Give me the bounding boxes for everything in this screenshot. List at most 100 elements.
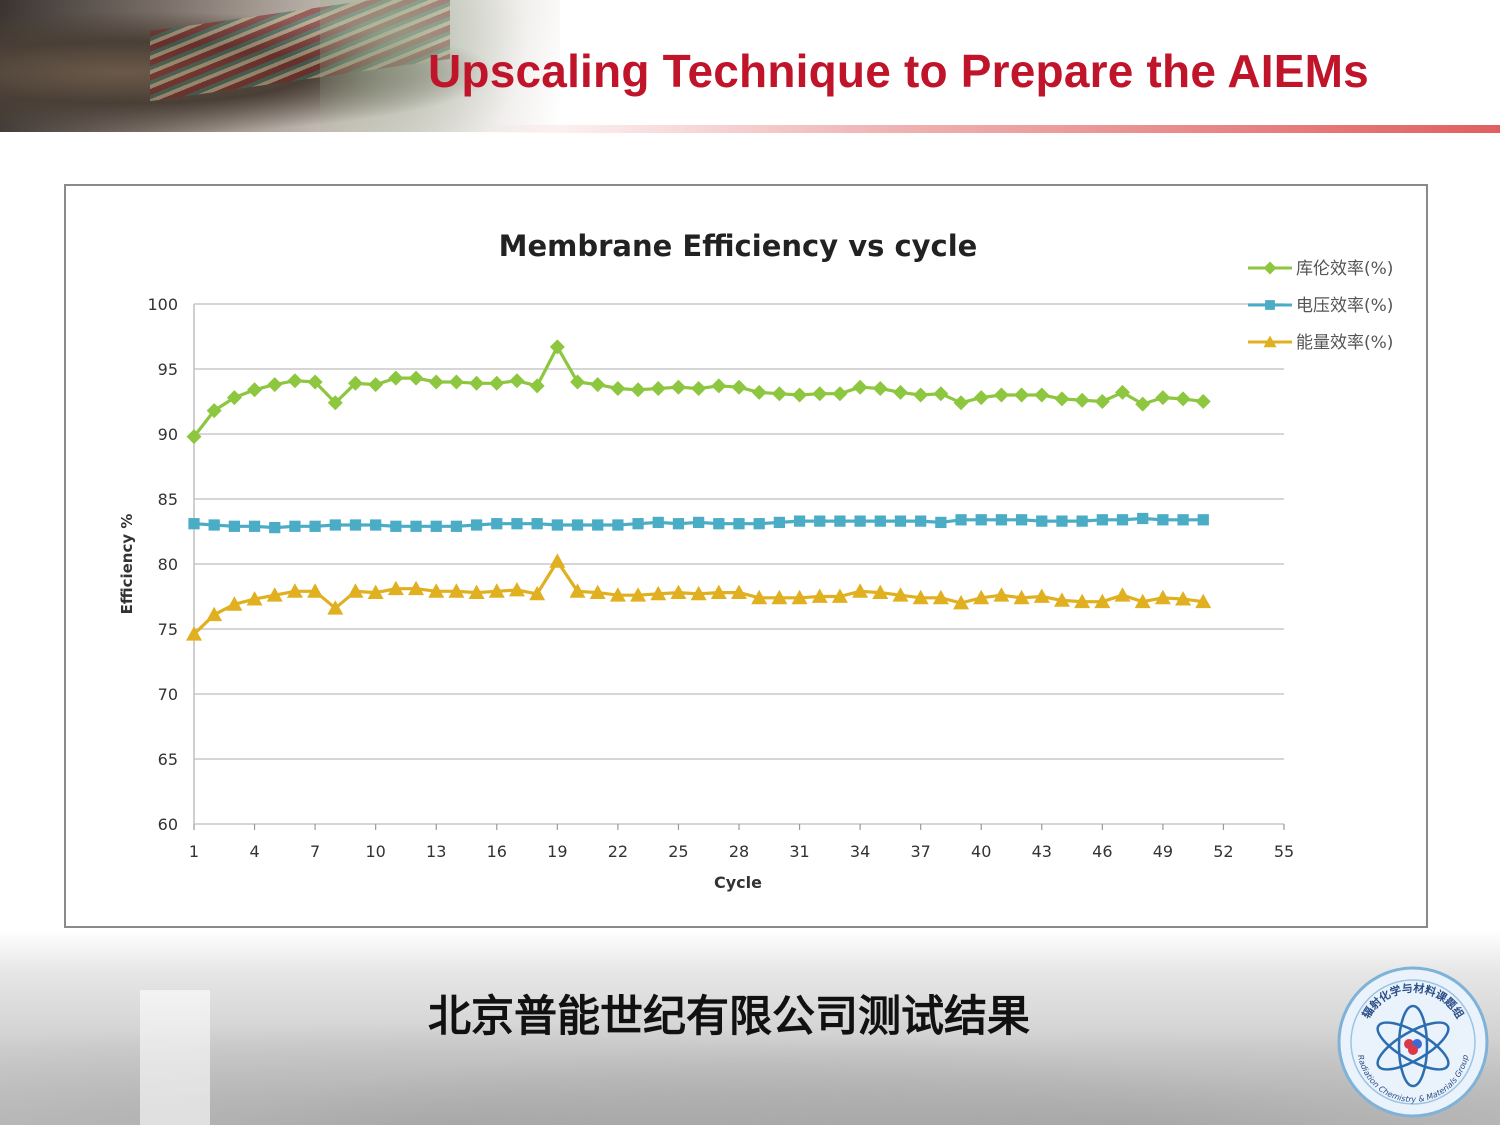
data-point: [933, 386, 949, 402]
data-point: [975, 514, 987, 526]
x-tick-label: 22: [608, 842, 628, 861]
data-point: [390, 520, 402, 532]
data-point: [286, 583, 303, 598]
data-point: [347, 583, 364, 598]
data-point: [188, 518, 200, 530]
data-point: [1114, 587, 1131, 602]
data-point: [1195, 593, 1212, 609]
data-point: [1094, 394, 1110, 409]
data-point: [793, 515, 806, 527]
data-point: [592, 519, 604, 531]
y-tick-label: 100: [147, 295, 178, 314]
data-point: [491, 518, 503, 530]
data-point: [508, 582, 525, 597]
data-point: [672, 518, 685, 530]
slide-title: Upscaling Technique to Prepare the AIEMs: [428, 45, 1369, 97]
data-point: [1137, 512, 1149, 525]
data-point: [269, 521, 281, 534]
data-point: [1015, 514, 1028, 526]
data-point: [571, 519, 584, 531]
data-point: [448, 374, 464, 390]
data-point: [791, 589, 808, 605]
data-point: [549, 339, 565, 355]
x-tick-label: 37: [910, 842, 930, 861]
legend-marker: [1263, 261, 1277, 275]
data-point: [814, 515, 826, 527]
data-point: [309, 520, 321, 532]
data-point: [670, 379, 686, 395]
data-point: [208, 519, 220, 531]
data-point: [589, 584, 606, 599]
data-point: [529, 378, 545, 394]
chart-frame: Membrane Efficiency vs cycle 60 65 70 75 80 85…: [64, 184, 1428, 928]
data-point: [206, 403, 222, 419]
data-point: [872, 381, 888, 396]
data-point: [630, 382, 646, 398]
legend-entry: 库伦效率(%): [1296, 259, 1393, 279]
data-point: [771, 386, 787, 402]
y-axis-label: Efficiency %: [118, 514, 136, 615]
data-point: [228, 520, 240, 532]
x-tick-label: 13: [426, 842, 446, 861]
data-point: [388, 370, 404, 386]
data-point: [630, 587, 647, 602]
y-tick-label: 80: [158, 555, 178, 574]
data-point: [186, 626, 202, 641]
data-point: [852, 379, 868, 395]
data-point: [993, 387, 1009, 403]
data-point: [248, 520, 261, 532]
data-point: [1054, 391, 1070, 407]
data-point: [329, 519, 341, 531]
header-photo: [0, 0, 560, 132]
data-point: [370, 519, 382, 531]
footer-hill-decoration: [0, 1005, 1500, 1125]
data-point: [753, 518, 765, 530]
data-point: [973, 390, 989, 406]
y-tick-label: 70: [158, 685, 178, 704]
data-point: [450, 520, 463, 532]
data-point: [1154, 589, 1171, 605]
data-point: [953, 395, 969, 411]
x-tick-label: 43: [1032, 842, 1052, 861]
data-point: [307, 583, 324, 598]
data-point: [973, 589, 990, 605]
data-point: [1096, 514, 1108, 526]
legend-entry: 能量效率(%): [1296, 333, 1393, 353]
data-point: [1076, 515, 1088, 527]
data-point: [1115, 384, 1131, 400]
x-tick-label: 28: [729, 842, 749, 861]
x-tick-label: 31: [789, 842, 809, 861]
x-axis-label: Cycle: [714, 873, 762, 892]
data-point: [1134, 593, 1151, 609]
x-tick-label: 40: [971, 842, 991, 861]
data-point: [1036, 515, 1048, 527]
data-point: [690, 585, 707, 601]
data-point: [1094, 593, 1111, 609]
data-point: [408, 370, 424, 386]
data-point: [610, 381, 626, 396]
data-point: [408, 580, 425, 596]
data-point: [468, 584, 485, 599]
data-point: [1175, 591, 1192, 606]
data-point: [1135, 396, 1151, 412]
data-point: [852, 583, 869, 598]
data-point: [470, 519, 483, 531]
data-point: [650, 585, 667, 601]
data-point: [609, 587, 626, 602]
x-tick-label: 1: [189, 842, 199, 861]
data-point: [448, 583, 465, 598]
data-point: [915, 515, 927, 527]
data-point: [812, 386, 828, 402]
footer-caption: 北京普能世纪有限公司测试结果: [428, 992, 1030, 1042]
legend-entry: 电压效率(%): [1296, 296, 1393, 316]
data-point: [612, 519, 624, 531]
data-point: [387, 580, 404, 596]
data-point: [327, 395, 343, 411]
y-tick-label: 75: [158, 620, 178, 639]
data-point: [771, 589, 788, 605]
data-point: [874, 515, 886, 527]
data-point: [1056, 515, 1068, 527]
data-point: [894, 515, 907, 527]
data-point: [511, 518, 523, 530]
data-point: [955, 514, 967, 526]
